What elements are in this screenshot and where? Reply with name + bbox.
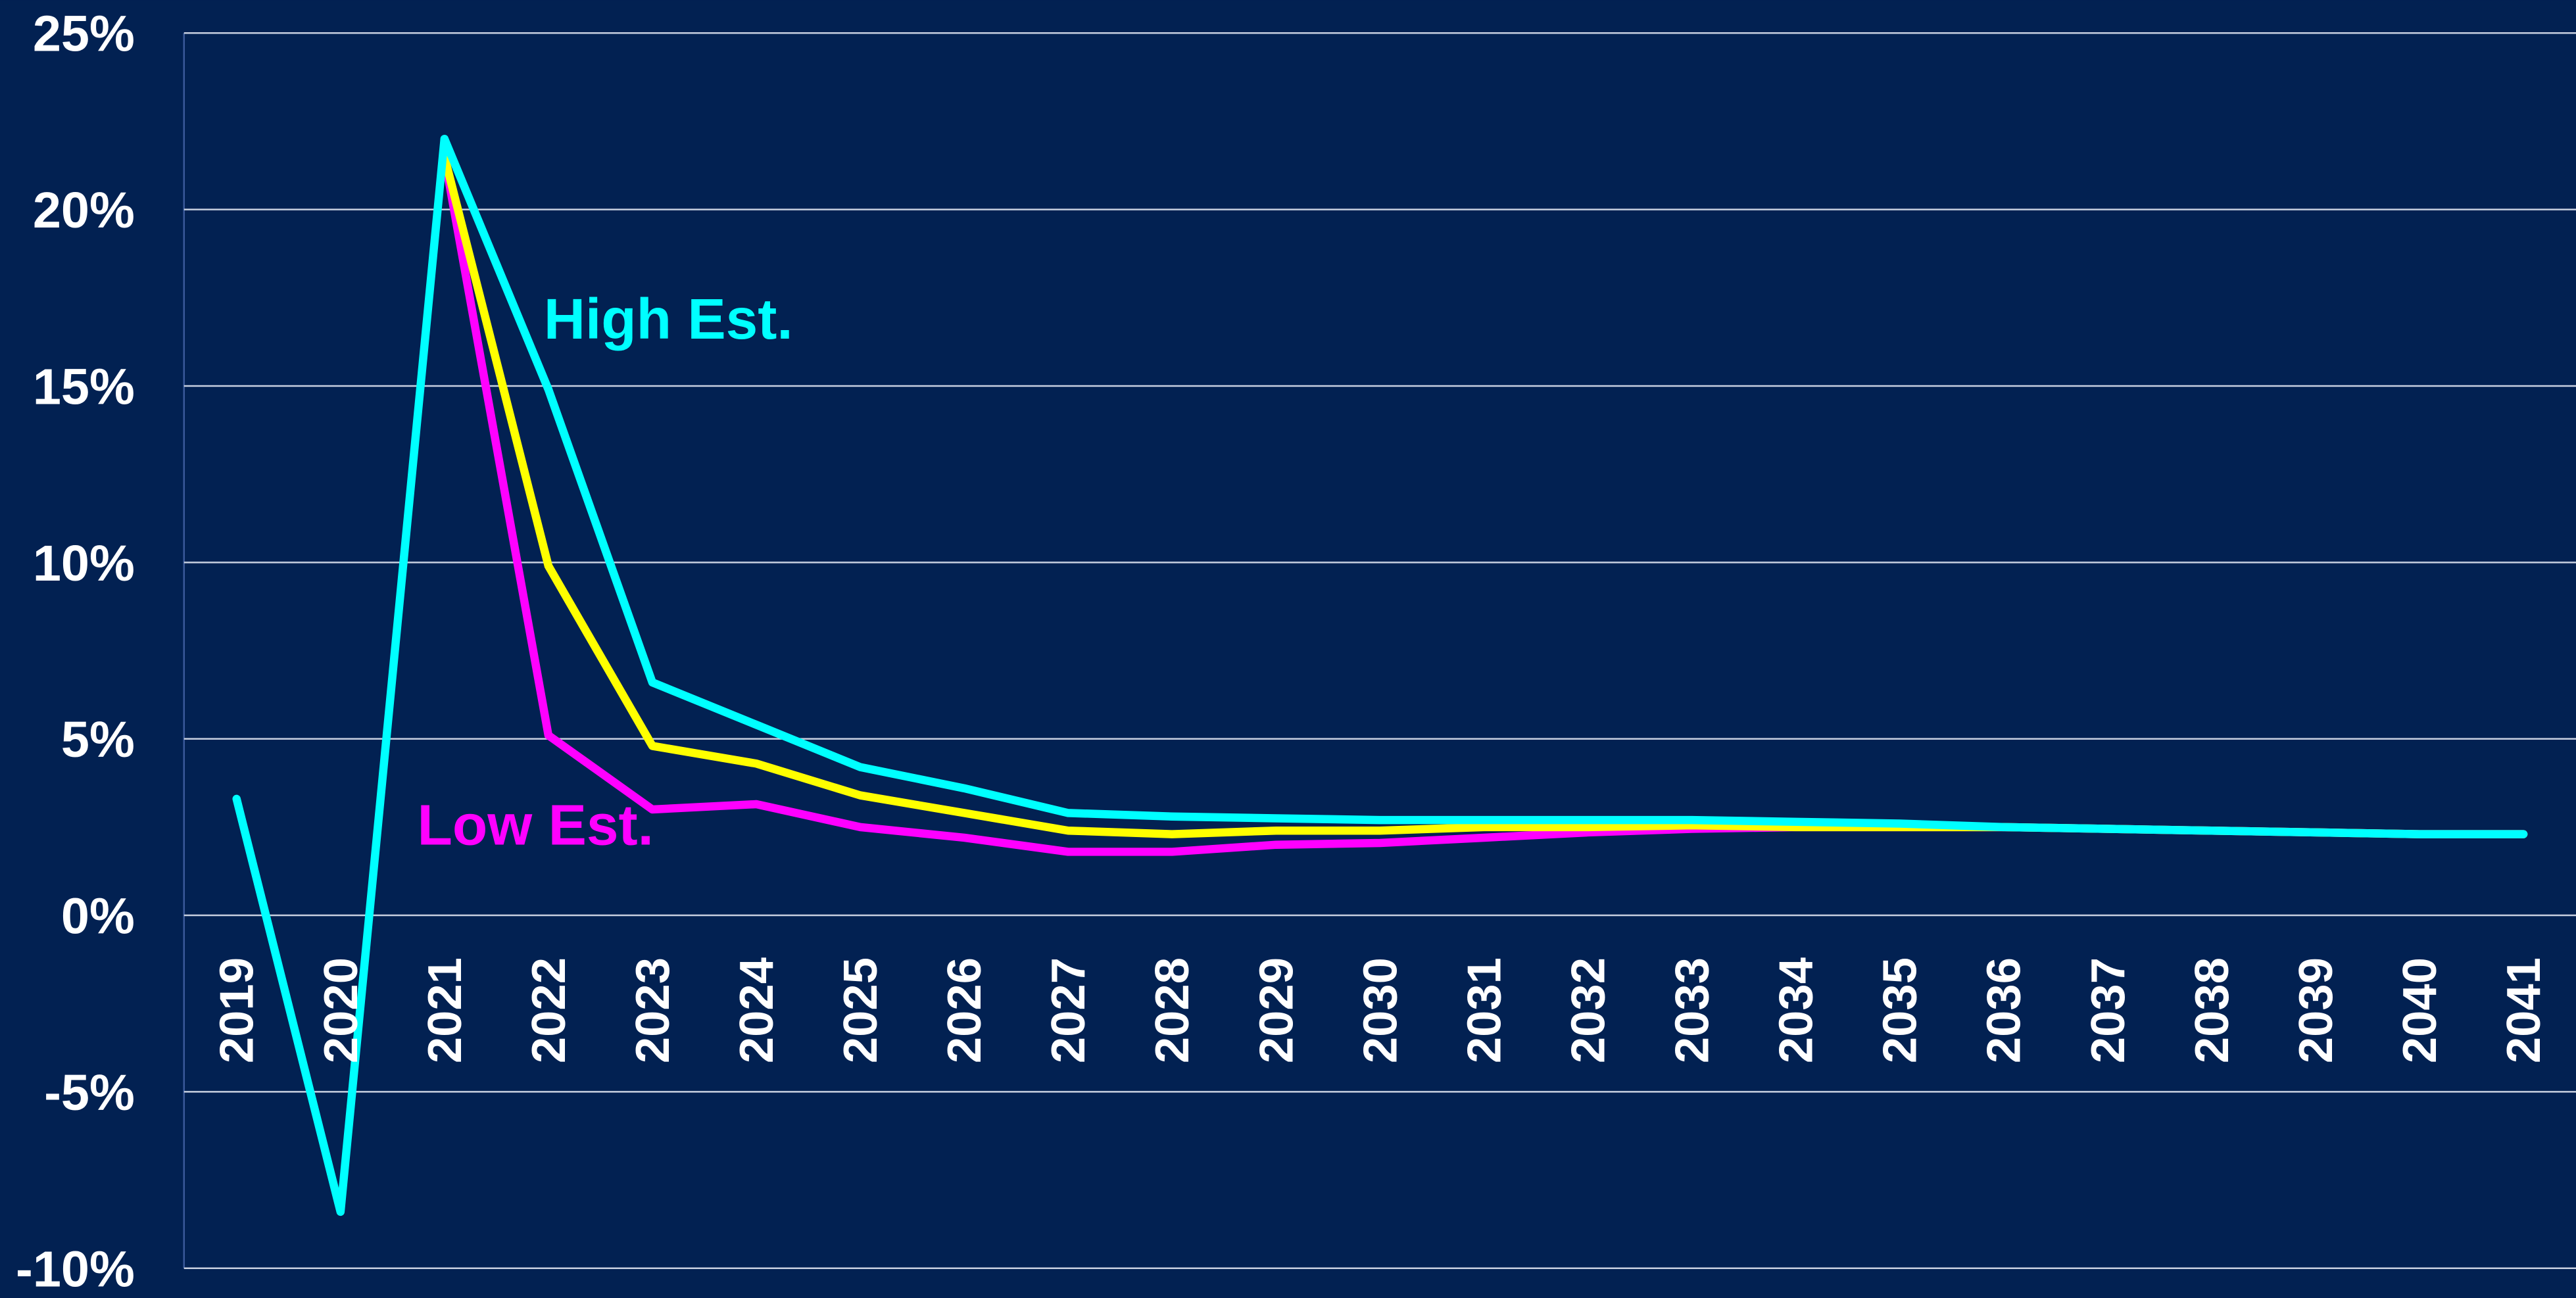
y-tick-label: -10%	[16, 1241, 135, 1297]
x-tick-label: 2020	[314, 957, 368, 1063]
x-tick-label: 2034	[1770, 957, 1823, 1063]
x-tick-label: 2037	[2081, 957, 2135, 1063]
y-tick-label: 20%	[33, 182, 135, 239]
y-tick-label: 5%	[61, 711, 135, 768]
x-tick-label: 2027	[1042, 957, 1095, 1063]
y-tick-label: 0%	[61, 888, 135, 945]
x-tick-label: 2033	[1666, 957, 1719, 1063]
x-tick-label: 2028	[1146, 957, 1199, 1063]
x-tick-label: 2026	[938, 957, 991, 1063]
y-tick-label: 10%	[33, 535, 135, 592]
grid	[183, 32, 2576, 1270]
x-tick-label: 2031	[1457, 957, 1511, 1063]
x-tick-label: 2041	[2497, 957, 2550, 1063]
x-tick-label: 2040	[2393, 957, 2446, 1063]
series-label: High Est.	[544, 287, 793, 351]
x-tick-label: 2022	[522, 957, 575, 1063]
lines	[232, 134, 2528, 1216]
x-tick-label: 2038	[2185, 957, 2239, 1063]
series-label: Low Est.	[418, 792, 654, 857]
x-tick-label: 2021	[418, 957, 472, 1063]
x-tick-label: 2025	[834, 957, 887, 1063]
x-tick-label: 2039	[2289, 957, 2343, 1063]
x-tick-label: 2032	[1561, 957, 1615, 1063]
series-line	[232, 134, 2528, 1216]
x-tick-label: 2035	[1874, 957, 1927, 1063]
y-tick-label: 25%	[33, 6, 135, 62]
x-tick-label: 2029	[1250, 957, 1303, 1063]
labels: -10% -5% 0% 5% 10% 15% 20% 25% 2019 2020 2021 2022 2…	[16, 6, 2550, 1298]
x-tick-label: 2019	[210, 957, 264, 1063]
x-tick-label: 2023	[626, 957, 679, 1063]
x-tick-label: 2036	[1978, 957, 2031, 1063]
x-tick-label: 2030	[1353, 957, 1407, 1063]
y-tick-label: -5%	[44, 1065, 135, 1121]
y-tick-label: 15%	[33, 358, 135, 415]
x-tick-label: 2024	[730, 957, 783, 1063]
